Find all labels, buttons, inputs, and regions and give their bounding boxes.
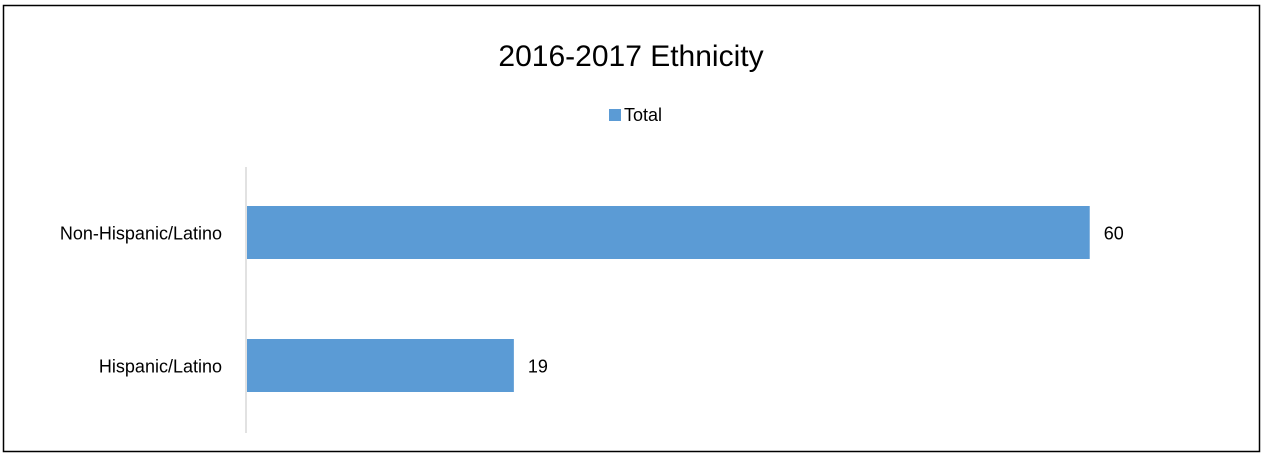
plot-area: Non-Hispanic/Latino 60 Hispanic/Latino 19 (60, 206, 1124, 392)
legend-swatch-total (609, 109, 621, 121)
data-label: 19 (528, 357, 548, 377)
legend: Total (609, 105, 662, 125)
category-label: Hispanic/Latino (99, 357, 222, 377)
data-label: 60 (1104, 224, 1124, 244)
bar-non-hispanic-latino (247, 206, 1090, 259)
category-label: Non-Hispanic/Latino (60, 224, 222, 244)
bar-hispanic-latino (247, 339, 514, 392)
chart-title: 2016-2017 Ethnicity (498, 40, 763, 73)
legend-label-total: Total (624, 105, 662, 125)
